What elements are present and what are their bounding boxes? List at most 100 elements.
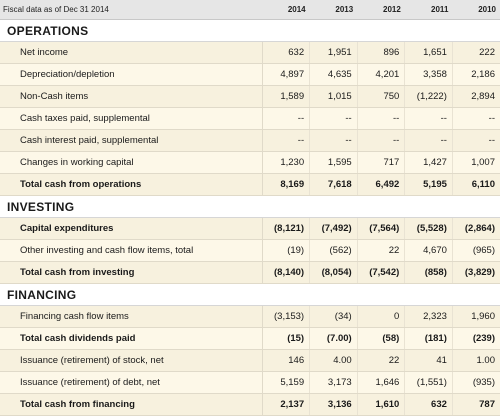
table-row: Cash taxes paid, supplemental -- -- -- -- --: [0, 107, 500, 130]
cell-value: (3,829): [452, 261, 500, 284]
cell-value: (181): [404, 327, 453, 350]
table-row: Issuance (retirement) of stock, net 146 4.…: [0, 349, 500, 372]
table-row: Total cash from financing 2,137 3,136 1,610…: [0, 393, 500, 416]
row-label: Cash taxes paid, supplemental: [0, 107, 263, 130]
cell-value: 1,427: [404, 151, 453, 174]
cell-value: 1,230: [262, 151, 311, 174]
cell-value: --: [404, 129, 453, 152]
section-title: INVESTING: [0, 195, 500, 218]
table-row: Cash interest paid, supplemental -- -- -- --…: [0, 129, 500, 152]
cell-value: 2,323: [404, 305, 453, 328]
cell-value: 4,635: [309, 63, 358, 86]
cell-value: 1,651: [404, 41, 453, 64]
cell-value: 0: [357, 305, 406, 328]
cell-value: 632: [404, 393, 453, 416]
year-header: 2010: [452, 0, 500, 20]
table-row: Net income 632 1,951 896 1,651 222: [0, 41, 500, 64]
cell-value: 146: [262, 349, 311, 372]
cell-value: (562): [309, 239, 358, 262]
cell-value: (15): [262, 327, 311, 350]
cell-value: 4,670: [404, 239, 453, 262]
section-title: OPERATIONS: [0, 19, 500, 42]
row-label: Net income: [0, 41, 263, 64]
table-row: Capital expenditures (8,121) (7,492) (7,564…: [0, 217, 500, 240]
cell-value: --: [404, 107, 453, 130]
cell-value: (19): [262, 239, 311, 262]
section-title: FINANCING: [0, 283, 500, 306]
cell-value: 222: [452, 41, 500, 64]
table-row: Other investing and cash flow items, tot…: [0, 239, 500, 262]
cell-value: 1,951: [309, 41, 358, 64]
cell-value: 8,169: [262, 173, 311, 196]
table-row: Issuance (retirement) of debt, net 5,159 3…: [0, 371, 500, 394]
cell-value: 22: [357, 349, 406, 372]
year-header: 2013: [309, 0, 358, 20]
cell-value: 1,960: [452, 305, 500, 328]
year-header: 2011: [404, 0, 453, 20]
cell-value: (8,054): [309, 261, 358, 284]
row-label: Financing cash flow items: [0, 305, 263, 328]
cell-value: 5,159: [262, 371, 311, 394]
cell-value: (935): [452, 371, 500, 394]
cell-value: (858): [404, 261, 453, 284]
cell-value: --: [262, 107, 311, 130]
cell-value: --: [309, 129, 358, 152]
table-row: Total cash dividends paid (15) (7.00) (58)(…: [0, 327, 500, 350]
section-header-investing: INVESTING: [0, 195, 500, 218]
row-label: Depreciation/depletion: [0, 63, 263, 86]
row-label: Non-Cash items: [0, 85, 263, 108]
cell-value: 7,618: [309, 173, 358, 196]
cell-value: (2,864): [452, 217, 500, 240]
cell-value: 2,894: [452, 85, 500, 108]
row-label: Issuance (retirement) of debt, net: [0, 371, 263, 394]
row-label: Total cash dividends paid: [0, 327, 263, 350]
year-header: 2014: [262, 0, 310, 20]
table-header-row: Fiscal data as of Dec 31 2014 2014 2013 …: [0, 0, 500, 20]
table-row: Changes in working capital 1,230 1,595 717 1…: [0, 151, 500, 174]
cell-value: --: [357, 129, 406, 152]
cell-value: 41: [404, 349, 453, 372]
cell-value: 3,358: [404, 63, 453, 86]
cell-value: (3,153): [262, 305, 311, 328]
table-row: Total cash from operations 8,169 7,618 6,49…: [0, 173, 500, 196]
cell-value: 6,492: [357, 173, 406, 196]
fiscal-date-label: Fiscal data as of Dec 31 2014: [0, 0, 263, 20]
row-label: Issuance (retirement) of stock, net: [0, 349, 263, 372]
cell-value: (58): [357, 327, 406, 350]
cell-value: (239): [452, 327, 500, 350]
cell-value: (1,551): [404, 371, 453, 394]
cell-value: 4,897: [262, 63, 311, 86]
row-label: Other investing and cash flow items, tot…: [0, 239, 263, 262]
section-header-operations: OPERATIONS: [0, 19, 500, 42]
cell-value: 787: [452, 393, 500, 416]
table-row: Financing cash flow items (3,153) (34) 0 2,3…: [0, 305, 500, 328]
cell-value: 3,136: [309, 393, 358, 416]
cell-value: (7,492): [309, 217, 358, 240]
cell-value: (7.00): [309, 327, 358, 350]
cell-value: (1,222): [404, 85, 453, 108]
cell-value: (5,528): [404, 217, 453, 240]
table-row: Total cash from investing (8,140) (8,054)(…: [0, 261, 500, 284]
cell-value: 1,589: [262, 85, 311, 108]
cell-value: (34): [309, 305, 358, 328]
row-label: Changes in working capital: [0, 151, 263, 174]
cell-value: (8,121): [262, 217, 311, 240]
cell-value: (7,564): [357, 217, 406, 240]
cell-value: 1,015: [309, 85, 358, 108]
section-header-financing: FINANCING: [0, 283, 500, 306]
cell-value: 5,195: [404, 173, 453, 196]
cell-value: (965): [452, 239, 500, 262]
cell-value: 2,137: [262, 393, 311, 416]
row-label: Total cash from investing: [0, 261, 263, 284]
cell-value: --: [262, 129, 311, 152]
row-label: Total cash from financing: [0, 393, 263, 416]
cell-value: 2,186: [452, 63, 500, 86]
table-row: Non-Cash items 1,589 1,015 750 (1,222) 2,894: [0, 85, 500, 108]
row-label: Cash interest paid, supplemental: [0, 129, 263, 152]
cell-value: 4,201: [357, 63, 406, 86]
cell-value: 3,173: [309, 371, 358, 394]
cell-value: 896: [357, 41, 406, 64]
table-row: Depreciation/depletion 4,897 4,635 4,201 3,3…: [0, 63, 500, 86]
cell-value: 6,110: [452, 173, 500, 196]
